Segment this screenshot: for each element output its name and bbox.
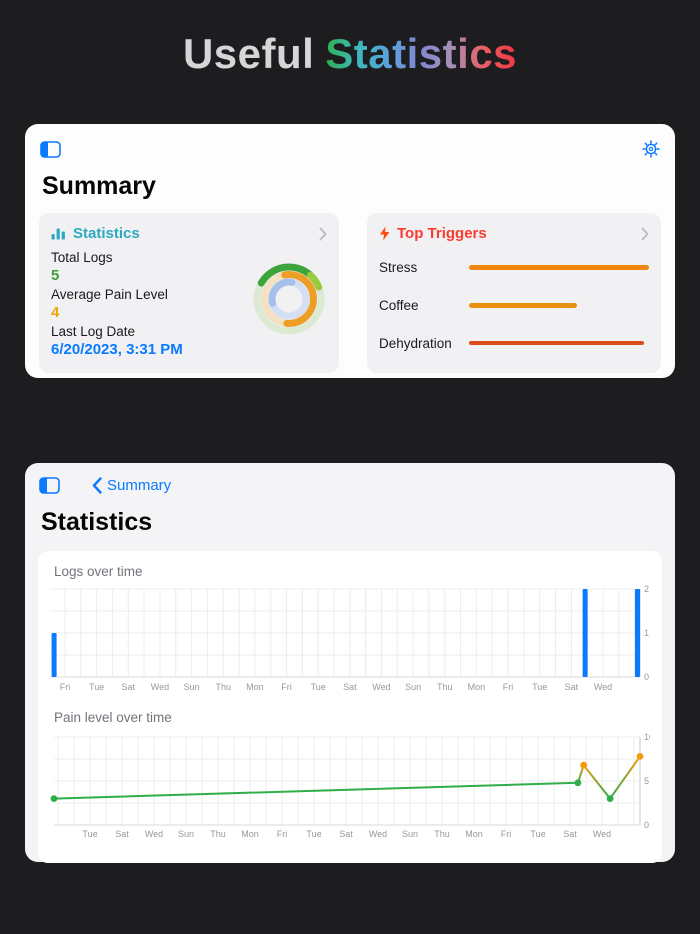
summary-card: Summary Statistics Total Logs 5 Average … [25, 124, 675, 378]
stat-value: 5 [51, 267, 60, 284]
svg-text:Tue: Tue [89, 682, 104, 692]
stat-label: Last Log Date [51, 324, 136, 339]
trigger-row: Coffee [379, 286, 649, 324]
trigger-rows: Stress Coffee Dehydration [379, 248, 649, 362]
trigger-label: Dehydration [379, 335, 452, 351]
page-title: Useful Statistics [0, 30, 700, 78]
statistics-card: Summary Statistics Logs over time 0 1 2 Fri… [25, 463, 675, 863]
trigger-bar-track [469, 302, 649, 308]
svg-text:Fri: Fri [60, 682, 71, 692]
svg-text:Thu: Thu [437, 682, 453, 692]
stat-label: Average Pain Level [51, 287, 168, 302]
svg-text:Sat: Sat [339, 829, 353, 839]
svg-text:Wed: Wed [369, 829, 387, 839]
svg-text:Sat: Sat [565, 682, 579, 692]
pain-line-chart: 0 5 10 Tue Sat Wed Sun Thu Mon Fri Tue Sat Wed Sun Thu… [50, 732, 650, 839]
trigger-bar-track [469, 341, 649, 345]
trigger-row: Stress [379, 248, 649, 286]
svg-text:Mon: Mon [246, 682, 264, 692]
sidebar-toggle-button[interactable] [39, 140, 62, 159]
trigger-bar [469, 341, 644, 345]
gear-icon [642, 140, 660, 158]
svg-text:Tue: Tue [306, 829, 321, 839]
stat-value: 6/20/2023, 3:31 PM [51, 341, 183, 358]
svg-text:Tue: Tue [530, 829, 545, 839]
bar-chart-icon [51, 228, 65, 240]
summary-card-header [39, 137, 661, 161]
svg-text:Sat: Sat [343, 682, 357, 692]
statistics-heading: Statistics [41, 508, 153, 536]
svg-text:Tue: Tue [532, 682, 547, 692]
svg-text:0: 0 [644, 820, 649, 830]
svg-text:Thu: Thu [434, 829, 450, 839]
trigger-bar [469, 302, 577, 308]
stat-value: 4 [51, 304, 60, 321]
back-button-label: Summary [107, 476, 172, 494]
svg-text:Tue: Tue [82, 829, 97, 839]
svg-text:Sun: Sun [405, 682, 421, 692]
svg-text:5: 5 [644, 776, 649, 786]
svg-text:Wed: Wed [593, 829, 611, 839]
svg-text:Wed: Wed [151, 682, 169, 692]
trigger-label: Coffee [379, 297, 419, 313]
bolt-icon [380, 226, 390, 241]
svg-text:10: 10 [644, 732, 650, 742]
triggers-tile-title: Top Triggers [397, 225, 487, 242]
chevron-left-icon [92, 476, 102, 494]
svg-text:Wed: Wed [145, 829, 163, 839]
trigger-row: Dehydration [379, 324, 649, 362]
svg-text:Sat: Sat [122, 682, 136, 692]
top-triggers-tile[interactable]: Top Triggers Stress Coffee Dehydration [367, 213, 661, 373]
svg-text:Fri: Fri [277, 829, 288, 839]
chevron-right-icon [641, 227, 649, 240]
svg-text:2: 2 [644, 584, 649, 594]
trigger-label: Stress [379, 259, 418, 275]
summary-heading: Summary [42, 172, 156, 200]
sidebar-icon [40, 140, 61, 158]
settings-button[interactable] [641, 139, 661, 159]
svg-text:Tue: Tue [311, 682, 326, 692]
svg-text:Sun: Sun [178, 829, 194, 839]
svg-text:Mon: Mon [241, 829, 259, 839]
svg-text:1: 1 [644, 628, 649, 638]
svg-text:Fri: Fri [503, 682, 514, 692]
svg-text:Fri: Fri [501, 829, 512, 839]
page-title-plain: Useful [182, 30, 315, 77]
back-button[interactable]: Summary [92, 477, 171, 494]
logs-chart-title: Logs over time [54, 564, 143, 579]
svg-text:Thu: Thu [210, 829, 226, 839]
statistics-card-header: Summary [38, 473, 662, 497]
stat-label: Total Logs [51, 250, 113, 265]
svg-text:0: 0 [644, 672, 649, 682]
svg-text:Wed: Wed [372, 682, 390, 692]
sidebar-toggle-button[interactable] [38, 476, 61, 495]
summary-tiles: Statistics Total Logs 5 Average Pain Lev… [39, 213, 661, 373]
svg-text:Fri: Fri [281, 682, 292, 692]
svg-text:Sun: Sun [184, 682, 200, 692]
svg-text:Mon: Mon [468, 682, 486, 692]
page-title-accent: Statistics [325, 30, 518, 77]
sidebar-icon [39, 476, 60, 494]
svg-text:Mon: Mon [465, 829, 483, 839]
svg-text:Thu: Thu [215, 682, 231, 692]
trigger-bar-track [469, 264, 649, 270]
stat-rows: Total Logs 5 Average Pain Level 4 Last L… [51, 250, 251, 358]
pain-chart-title: Pain level over time [54, 710, 172, 725]
statistics-tile[interactable]: Statistics Total Logs 5 Average Pain Lev… [39, 213, 339, 373]
svg-text:Sun: Sun [402, 829, 418, 839]
trigger-bar [469, 264, 649, 270]
statistics-tile-title: Statistics [73, 225, 140, 242]
statistics-tile-header: Statistics [51, 225, 327, 242]
charts-panel: Logs over time 0 1 2 Fri Tue Sat Wed Sun Thu Mon F… [38, 551, 662, 863]
triggers-tile-header: Top Triggers [379, 225, 649, 242]
svg-text:Sat: Sat [115, 829, 129, 839]
logs-bar-chart: 0 1 2 Fri Tue Sat Wed Sun Thu Mon Fri Tue Sat Wed Sun T… [50, 584, 649, 692]
pain-donut-chart [253, 263, 325, 335]
svg-text:Wed: Wed [594, 682, 612, 692]
svg-text:Sat: Sat [563, 829, 577, 839]
chevron-right-icon [319, 227, 327, 240]
